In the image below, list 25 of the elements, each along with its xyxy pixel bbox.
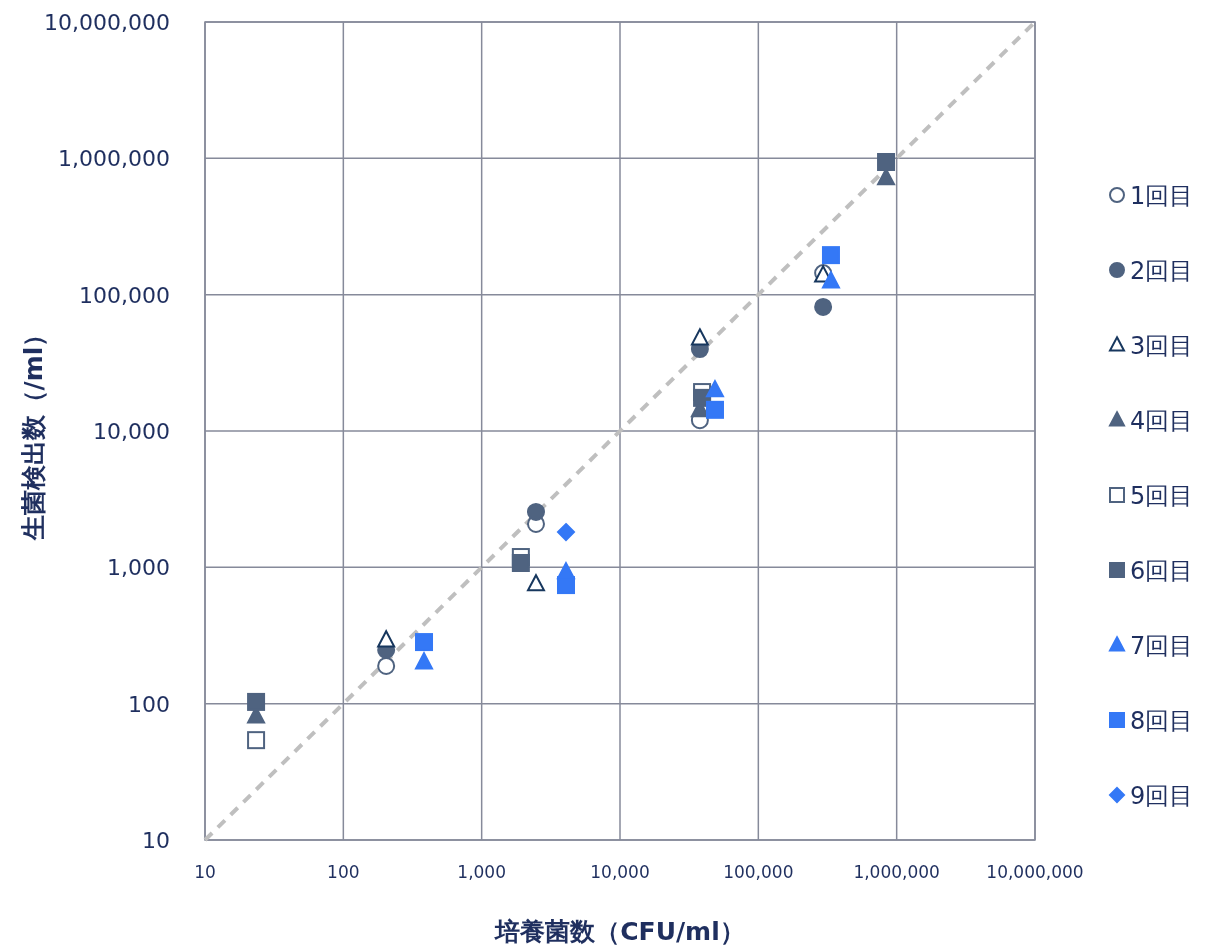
x-tick-label: 1,000 (457, 862, 506, 882)
y-tick-label: 1,000 (107, 555, 170, 581)
legend-label: 8回目 (1130, 707, 1194, 735)
legend-label: 9回目 (1130, 782, 1194, 810)
legend-label: 5回目 (1130, 482, 1194, 510)
legend-label: 2回目 (1130, 257, 1194, 285)
legend-label: 3回目 (1130, 332, 1194, 360)
legend-label: 7回目 (1130, 632, 1194, 660)
y-axis-title: 生菌検出数（/ml） (19, 321, 48, 542)
x-tick-label: 10,000 (590, 862, 650, 882)
y-tick-label: 100,000 (79, 282, 170, 308)
legend-label: 4回目 (1130, 407, 1194, 435)
x-tick-label: 100 (327, 862, 360, 882)
y-tick-label: 1,000,000 (58, 146, 170, 172)
y-tick-label: 10 (142, 828, 170, 853)
legend-label: 1回目 (1130, 182, 1194, 210)
y-tick-label: 100 (128, 691, 170, 717)
legend-label: 6回目 (1130, 557, 1194, 585)
x-axis-title: 培養菌数（CFU/ml） (493, 917, 745, 946)
x-tick-label: 1,000,000 (853, 862, 940, 882)
x-tick-label: 10,000,000 (986, 862, 1084, 882)
x-tick-label: 10 (194, 862, 216, 882)
y-tick-label: 10,000,000 (44, 10, 170, 35)
x-tick-label: 100,000 (723, 862, 794, 882)
y-tick-label: 10,000 (93, 419, 170, 444)
